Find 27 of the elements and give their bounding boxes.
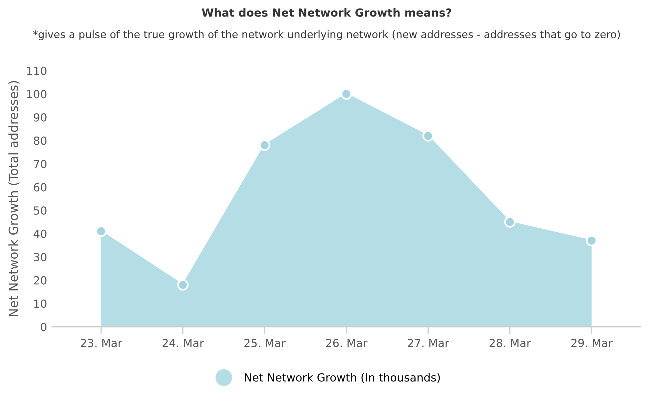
y-tick-label: 100 bbox=[27, 90, 47, 99]
x-tick-label: 27. Mar bbox=[408, 339, 450, 348]
x-tick-label: 23. Mar bbox=[81, 339, 122, 348]
point bbox=[340, 88, 352, 100]
y-tick-label: 30 bbox=[34, 253, 47, 262]
point bbox=[259, 140, 271, 152]
chart-subtitle: *gives a pulse of the true growth of the network underlying network (new addresses - addresses that go to zero) bbox=[33, 30, 620, 40]
x-tick-label: 28. Mar bbox=[490, 339, 532, 348]
chart-title: What does Net Network Growth means? bbox=[202, 8, 452, 18]
y-tick-label: 40 bbox=[34, 230, 47, 238]
y-tick-label: 20 bbox=[34, 276, 47, 285]
point bbox=[177, 279, 189, 291]
y-tick-label: 80 bbox=[34, 136, 47, 146]
x-tick-label: 24. Mar bbox=[162, 339, 204, 348]
y-tick-label: 70 bbox=[34, 160, 47, 168]
y-tick-label: 0 bbox=[41, 322, 47, 332]
x-tick-label: 29. Mar bbox=[572, 339, 613, 348]
x-tick-label: 26. Mar bbox=[326, 339, 368, 348]
y-tick-label: 50 bbox=[34, 206, 47, 215]
y-tick-label: 60 bbox=[34, 183, 47, 192]
y-tick-label: 110 bbox=[27, 66, 47, 76]
legend-label: Net Network Growth (In thousands) bbox=[245, 373, 440, 384]
x-tick-label: 25. Mar bbox=[244, 339, 286, 348]
y-tick-label: 10 bbox=[34, 300, 47, 308]
point bbox=[504, 216, 516, 228]
y-tick-label: 90 bbox=[34, 113, 47, 122]
y-axis-title: Net Network Growth (Total addresses) bbox=[8, 81, 20, 316]
